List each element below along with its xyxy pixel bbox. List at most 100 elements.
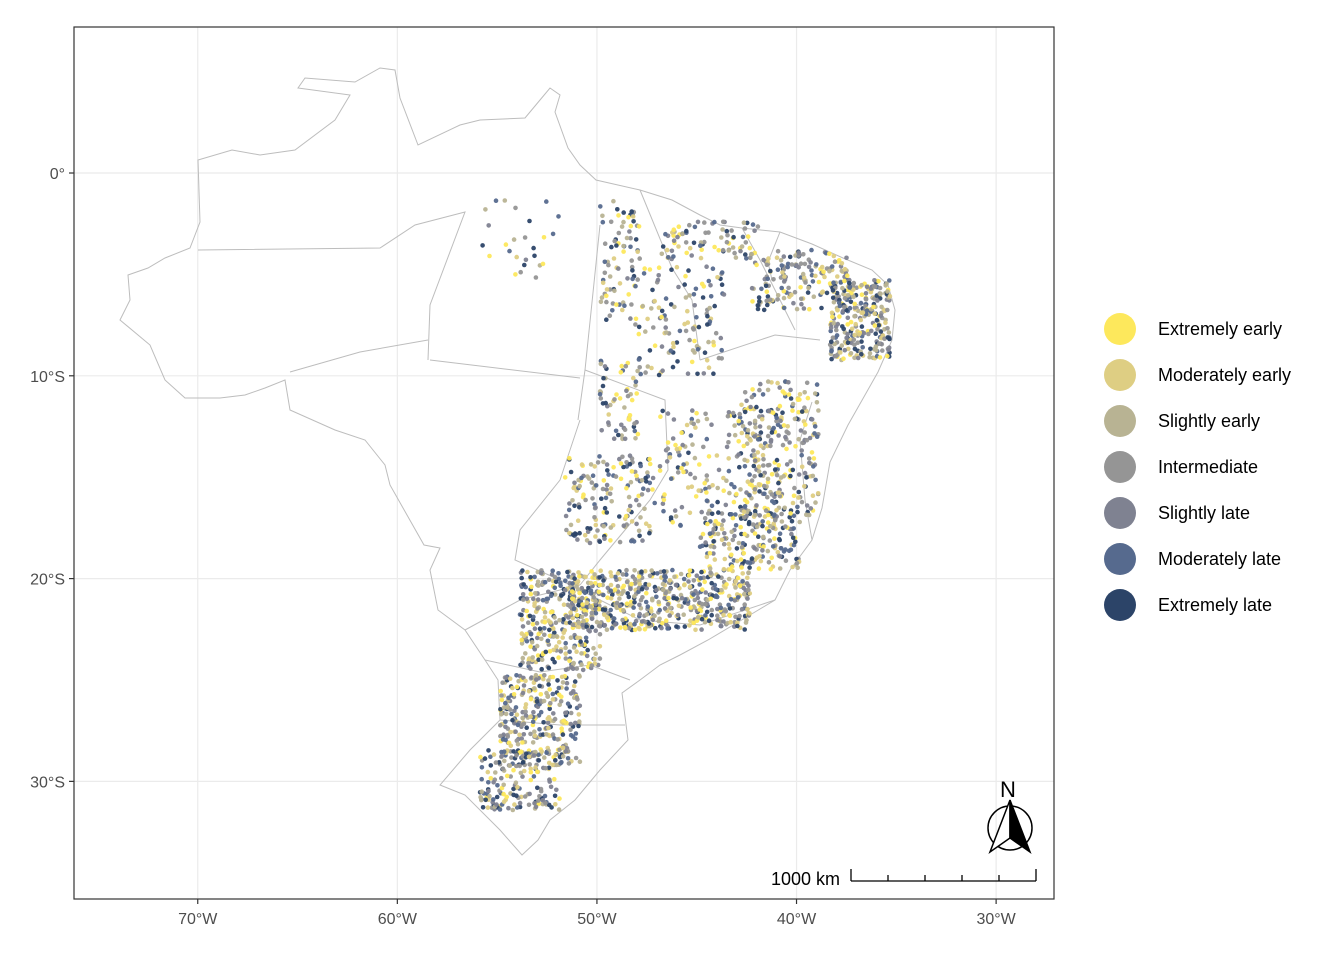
- observation-point: [629, 258, 634, 263]
- observation-point: [579, 475, 584, 481]
- observation-point: [868, 286, 874, 291]
- x-tick-label: 60°W: [378, 911, 418, 928]
- legend-item: Intermediate: [1104, 444, 1291, 490]
- observation-point: [736, 540, 742, 546]
- observation-point: [798, 296, 804, 302]
- observation-point: [737, 583, 743, 588]
- observation-point: [709, 422, 714, 428]
- observation-point: [546, 665, 552, 671]
- observation-point: [787, 515, 792, 520]
- observation-point: [790, 401, 796, 407]
- observation-point: [617, 281, 623, 286]
- x-tick-label: 40°W: [777, 911, 817, 928]
- observation-point: [504, 773, 510, 779]
- observation-point: [848, 299, 854, 305]
- observation-point: [647, 456, 652, 462]
- observation-point: [761, 257, 766, 263]
- observation-point: [507, 676, 513, 681]
- observation-point: [610, 308, 615, 313]
- observation-point: [738, 524, 743, 530]
- observation-point: [593, 651, 598, 656]
- observation-point: [704, 609, 710, 615]
- observation-point: [571, 606, 577, 611]
- observation-point: [613, 622, 618, 627]
- observation-point: [771, 500, 777, 506]
- observation-point: [855, 355, 861, 361]
- observation-point: [620, 454, 625, 460]
- observation-point: [784, 462, 790, 467]
- observation-point: [637, 533, 642, 539]
- observation-point: [799, 301, 804, 307]
- observation-point: [830, 288, 836, 293]
- observation-point: [604, 482, 610, 488]
- observation-point: [708, 519, 713, 524]
- observation-point: [838, 280, 844, 285]
- observation-point: [708, 283, 713, 288]
- observation-point: [573, 532, 578, 537]
- observation-point: [766, 425, 772, 430]
- observation-point: [514, 684, 520, 690]
- observation-point: [539, 666, 544, 672]
- observation-point: [867, 351, 873, 356]
- observation-point: [693, 286, 699, 292]
- observation-point: [511, 692, 517, 697]
- observation-point: [708, 544, 713, 549]
- observation-point: [529, 675, 534, 680]
- observation-point: [681, 576, 687, 582]
- observation-point: [750, 522, 756, 527]
- observation-point: [748, 255, 753, 261]
- observation-point: [563, 651, 568, 656]
- observation-point: [628, 235, 633, 241]
- observation-point: [737, 464, 742, 470]
- observation-point: [604, 487, 609, 492]
- observation-point: [603, 400, 608, 406]
- observation-point: [771, 277, 776, 282]
- observation-point: [549, 572, 555, 577]
- observation-point: [698, 243, 703, 248]
- observation-point: [612, 238, 617, 244]
- observation-point: [556, 214, 561, 219]
- observation-point: [574, 612, 580, 618]
- observation-point: [756, 534, 761, 539]
- observation-point: [705, 521, 710, 527]
- legend-key-icon: [1104, 405, 1136, 437]
- observation-point: [671, 254, 676, 259]
- observation-point: [608, 588, 613, 593]
- observation-point: [810, 279, 816, 284]
- observation-point: [715, 275, 720, 280]
- observation-point: [652, 500, 657, 506]
- observation-point: [834, 327, 839, 333]
- observation-point: [747, 591, 753, 596]
- observation-point: [765, 548, 771, 554]
- observation-point: [637, 626, 642, 632]
- observation-point: [622, 436, 628, 442]
- observation-point: [534, 620, 540, 626]
- observation-point: [819, 264, 825, 270]
- observation-point: [788, 459, 793, 464]
- observation-point: [640, 538, 645, 543]
- observation-point: [633, 316, 639, 322]
- observation-point: [737, 411, 742, 417]
- observation-point: [639, 492, 645, 497]
- observation-point: [626, 625, 632, 631]
- observation-point: [616, 432, 621, 438]
- observation-point: [781, 423, 787, 428]
- observation-point: [660, 368, 665, 374]
- observation-point: [641, 271, 647, 276]
- observation-point: [499, 775, 504, 781]
- observation-point: [700, 531, 706, 537]
- observation-point: [844, 255, 849, 261]
- observation-point: [732, 432, 738, 438]
- observation-point: [765, 520, 771, 525]
- observation-point: [788, 511, 793, 516]
- observation-point: [658, 414, 663, 420]
- observation-point: [775, 380, 780, 386]
- observation-point: [665, 626, 670, 631]
- observation-point: [728, 567, 733, 572]
- observation-point: [656, 273, 661, 278]
- observation-point: [731, 499, 737, 505]
- observation-point: [774, 508, 779, 513]
- observation-point: [671, 417, 677, 422]
- observation-point: [635, 431, 641, 437]
- observation-point: [528, 591, 534, 597]
